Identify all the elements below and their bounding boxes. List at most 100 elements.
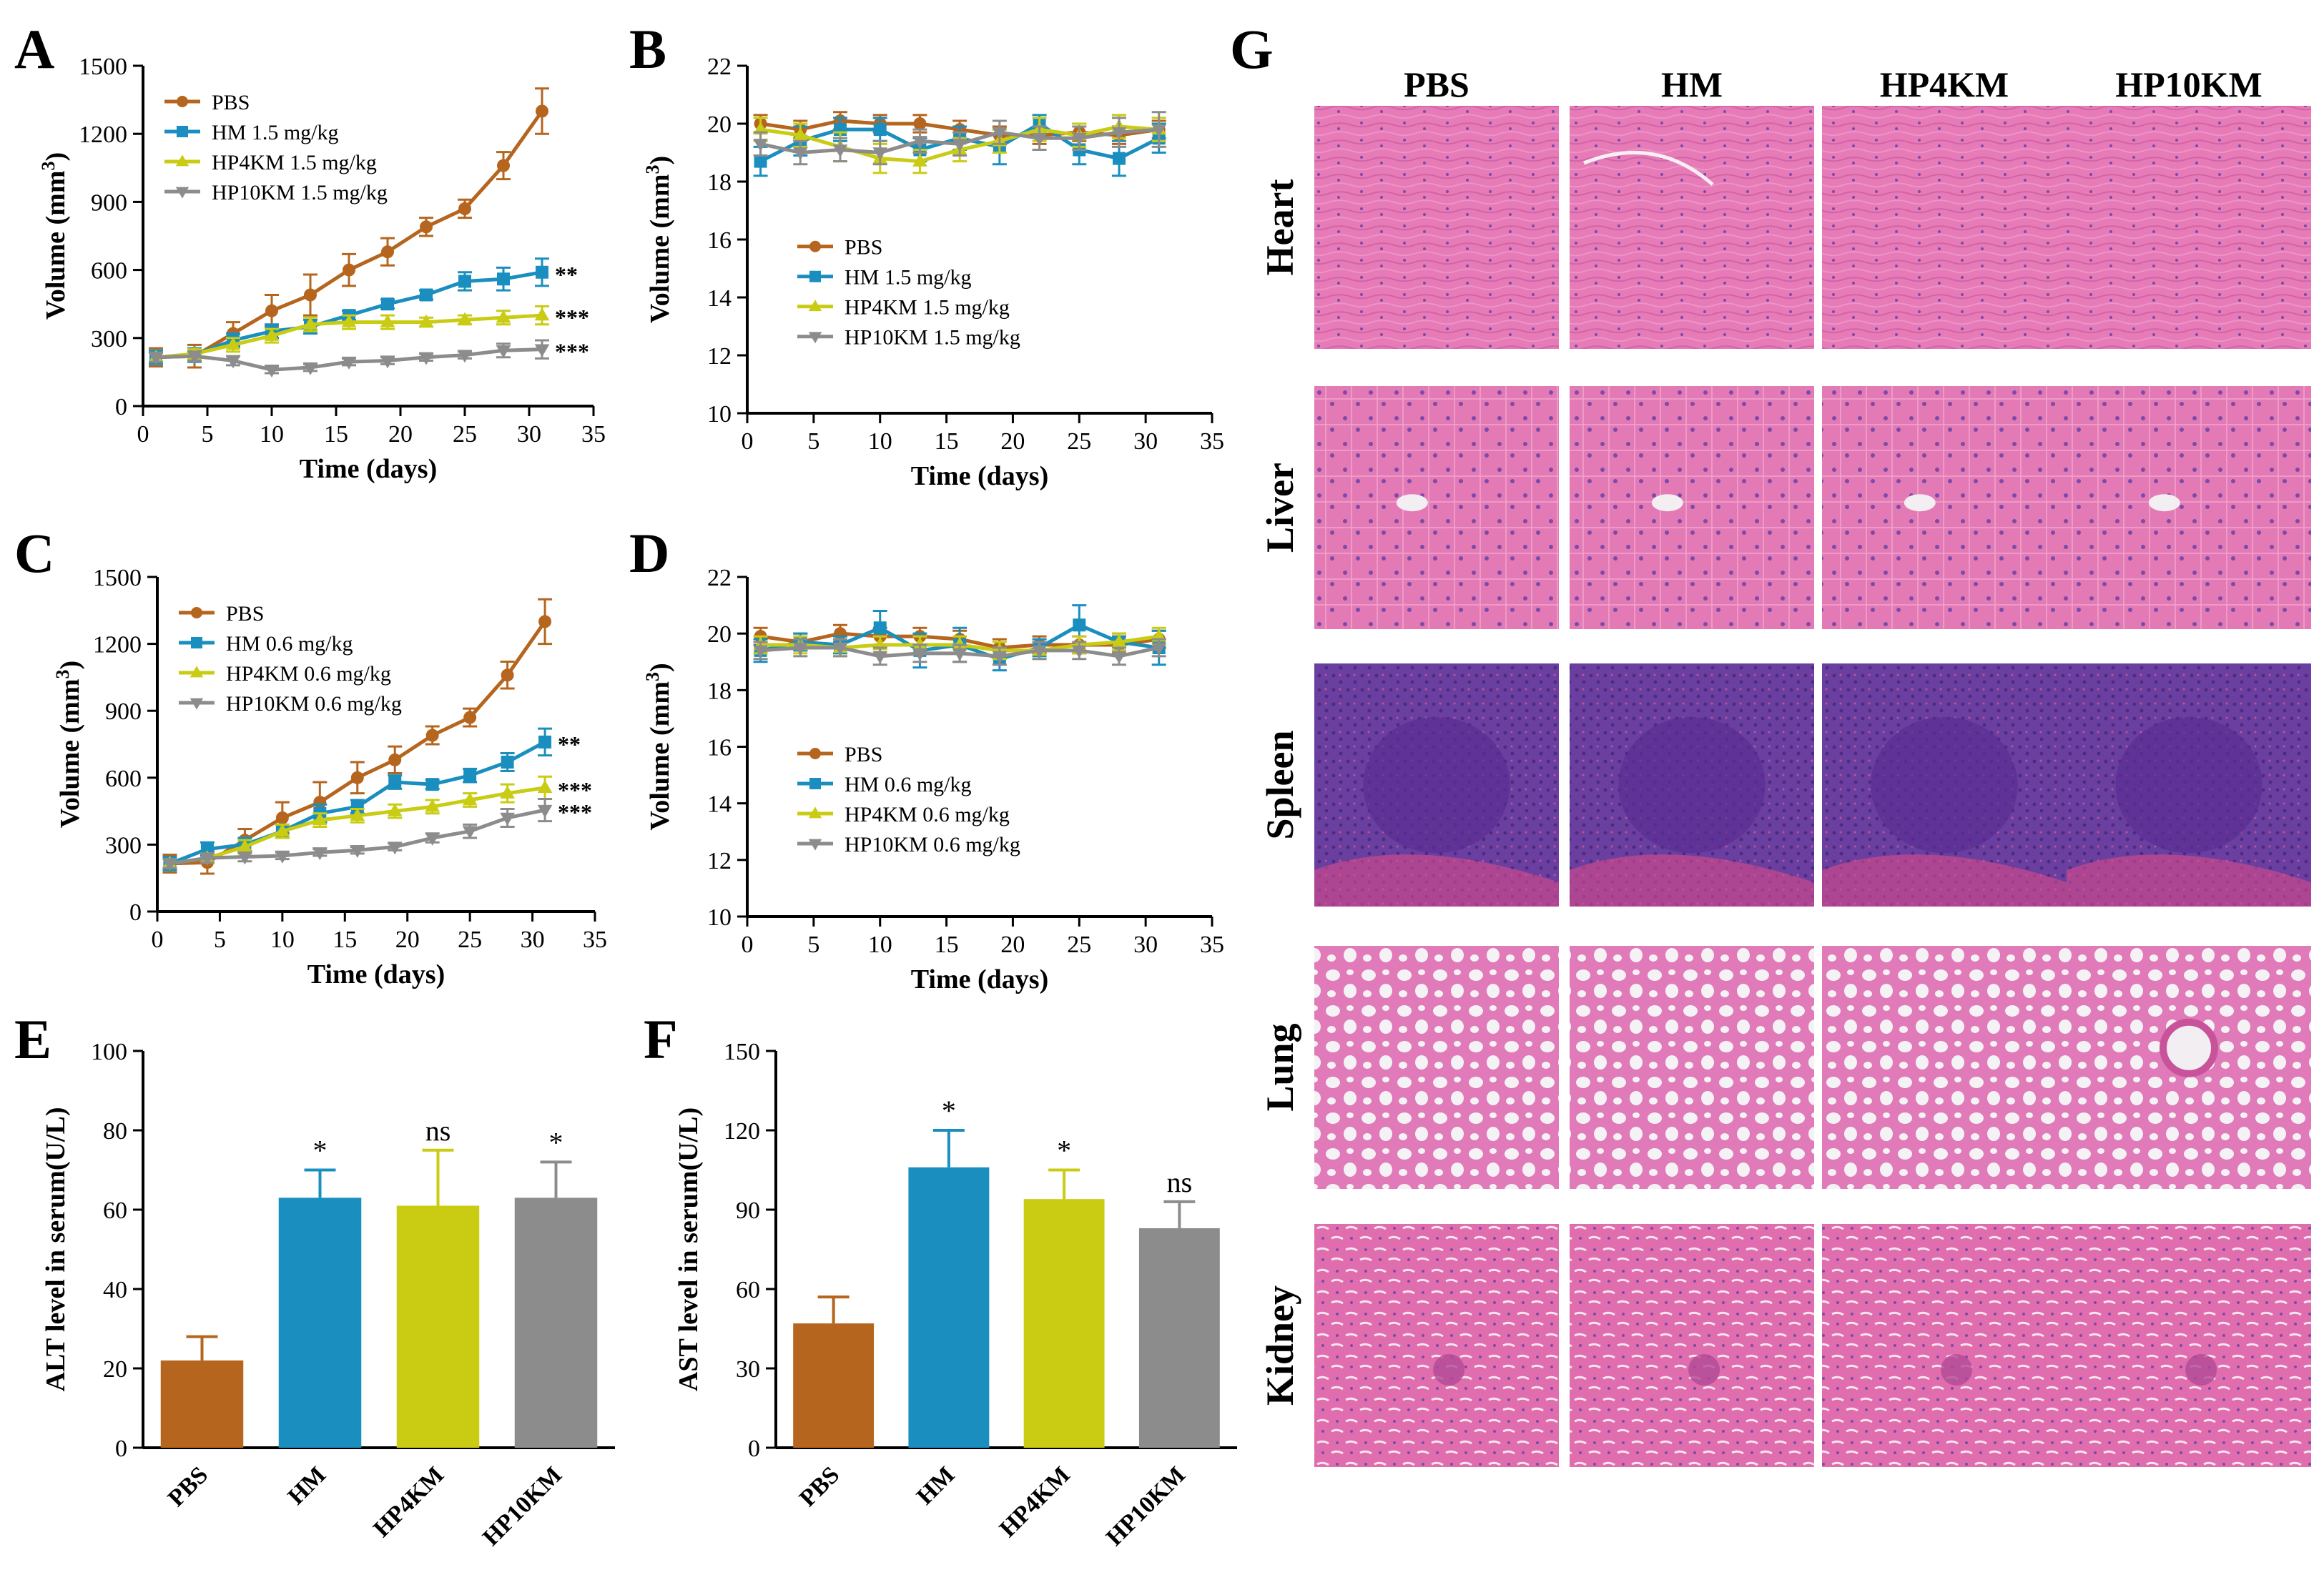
data-point — [463, 769, 477, 782]
series-HP10KM — [753, 111, 1167, 166]
data-point — [387, 803, 403, 816]
data-point — [912, 136, 927, 149]
data-point — [425, 729, 439, 742]
central-vein — [1651, 494, 1683, 512]
legend-label: HM 1.5 mg/kg — [212, 121, 339, 144]
data-point — [913, 117, 927, 130]
data-point — [872, 651, 888, 664]
legend-label: HM 0.6 mg/kg — [845, 773, 972, 796]
y-axis-label-text: Volume (mm — [41, 171, 71, 320]
histology-tile — [1570, 946, 1814, 1189]
y-tick-label: 20 — [707, 621, 732, 648]
significance-label: ** — [555, 262, 578, 287]
data-point — [1073, 618, 1086, 632]
legend-label: PBS — [212, 91, 250, 114]
histology-row-label: Heart — [1259, 179, 1301, 276]
panel-label-C: C — [14, 522, 54, 584]
data-point — [264, 327, 280, 341]
legend-marker — [809, 270, 821, 282]
legend-label: HP10KM 0.6 mg/kg — [226, 692, 402, 716]
histology-tile — [2067, 106, 2311, 349]
red-pulp — [1822, 854, 2067, 907]
data-point — [1151, 642, 1167, 656]
histology-tile — [1822, 946, 2067, 1189]
data-point — [912, 648, 927, 661]
data-point — [952, 648, 967, 661]
histology-tile — [2067, 1224, 2311, 1467]
series-HP10KM — [753, 638, 1167, 666]
data-point — [792, 147, 808, 161]
histology-tile — [1314, 106, 1559, 349]
data-point — [1111, 634, 1127, 648]
legend-label: HP4KM 1.5 mg/kg — [845, 296, 1010, 320]
x-tick-label: 25 — [453, 421, 477, 448]
y-tick-label: 120 — [724, 1118, 760, 1145]
legend-marker — [189, 698, 204, 710]
x-tick-label: 20 — [395, 927, 420, 953]
x-tick-label: 15 — [935, 428, 959, 455]
tissue-image — [1822, 386, 2067, 629]
histology-row-label: Liver — [1259, 463, 1301, 553]
histology-tile — [1570, 386, 1814, 629]
legend-marker — [808, 300, 822, 312]
x-tick-label: 0 — [152, 927, 164, 953]
tissue-image — [1314, 386, 1559, 629]
y-tick-label: 300 — [91, 326, 127, 352]
data-point — [187, 350, 202, 364]
y-tick-label: 16 — [707, 227, 732, 254]
red-pulp — [1314, 854, 1559, 907]
data-point — [536, 104, 548, 118]
bar — [793, 1323, 875, 1448]
data-point — [792, 127, 808, 141]
tissue-image — [1314, 1224, 1559, 1467]
significance-label: * — [313, 1135, 328, 1167]
data-point — [312, 812, 328, 826]
bar-group-HM: * HM — [278, 1135, 362, 1510]
y-axis-label: Volume (mm3) — [642, 156, 675, 323]
data-point — [497, 272, 510, 286]
data-point — [275, 823, 290, 836]
data-point — [237, 839, 252, 852]
tissue-image — [1570, 106, 1814, 349]
data-point — [832, 642, 848, 656]
bar-group-HP4KM: ns HP4KM — [368, 1115, 480, 1542]
category-label: HP4KM — [368, 1461, 449, 1542]
significance-label: *** — [558, 799, 592, 825]
histology-tile — [1570, 663, 1814, 907]
y-axis-label: Volume (mm3) — [38, 152, 71, 320]
data-point — [387, 841, 403, 855]
bar-group-PBS: PBS — [160, 1335, 244, 1512]
y-tick-label: 22 — [707, 565, 732, 591]
x-tick-label: 35 — [1200, 428, 1224, 455]
legend-marker — [809, 748, 821, 759]
y-tick-label: 600 — [105, 766, 142, 792]
y-tick-label: 20 — [103, 1356, 127, 1383]
y-tick-label: 0 — [129, 899, 142, 926]
data-point — [832, 144, 848, 158]
glomerulus — [1688, 1354, 1720, 1386]
x-tick-label: 5 — [807, 932, 819, 958]
tissue-image — [2067, 106, 2311, 349]
bar-chart-F: 0 30 60 90 120 150 AST level in serum(U/L) PBS *… — [674, 1039, 1237, 1551]
data-point — [457, 350, 473, 363]
x-tick-label: 30 — [1133, 428, 1158, 455]
x-axis-label: Time (days) — [911, 461, 1048, 491]
x-tick-label: 30 — [517, 421, 541, 448]
significance-label: *** — [558, 777, 592, 803]
x-tick-label: 15 — [324, 421, 348, 448]
panel-label-G: G — [1230, 18, 1274, 80]
central-vein — [1904, 494, 1936, 512]
panel-label-F: F — [644, 1008, 678, 1070]
data-point — [500, 785, 515, 799]
histology-tile — [1314, 386, 1559, 629]
legend-label: HP10KM 1.5 mg/kg — [845, 326, 1020, 350]
data-point — [1113, 152, 1126, 165]
y-axis-label-text: Volume (mm — [645, 174, 675, 324]
y-axis-label-sup: 3 — [642, 165, 663, 174]
histology-column-label: HM — [1661, 64, 1723, 104]
bar-group-HP10KM: * HP10KM — [478, 1126, 598, 1551]
significance-label: ns — [1167, 1166, 1193, 1198]
bar — [278, 1198, 362, 1448]
legend: PBS HM 1.5 mg/kg HP4KM 1.5 mg/kg HP10KM 1.5… — [164, 91, 388, 204]
category-label: HP10KM — [1101, 1461, 1191, 1551]
